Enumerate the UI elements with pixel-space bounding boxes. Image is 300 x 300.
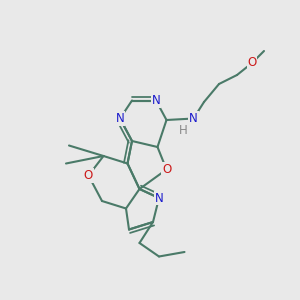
Text: N: N	[152, 94, 160, 107]
Text: O: O	[84, 169, 93, 182]
Text: O: O	[248, 56, 256, 70]
Text: N: N	[116, 112, 124, 125]
Text: N: N	[154, 191, 164, 205]
Text: H: H	[178, 124, 188, 137]
Text: N: N	[189, 112, 198, 125]
Text: O: O	[162, 163, 171, 176]
